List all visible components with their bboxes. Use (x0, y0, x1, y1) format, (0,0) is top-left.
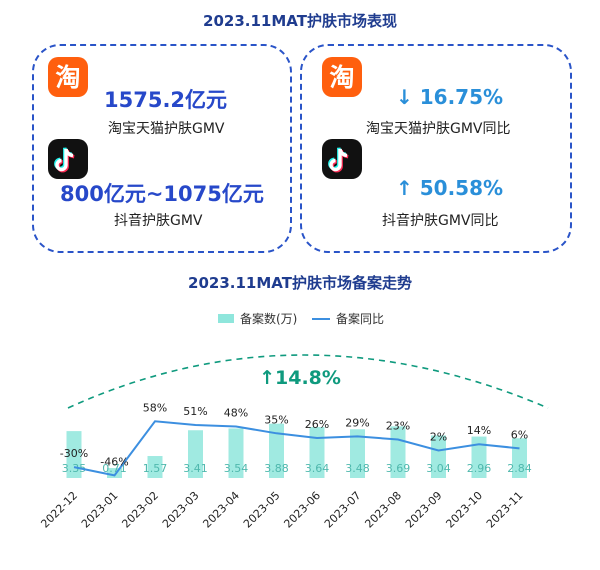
x-tick-2023-10: 2023-10 (443, 489, 485, 531)
bar-2023-07 (350, 429, 365, 478)
gmv-yoy-panel: 淘 ↓ 16.75% 淘宝天猫护肤GMV同比 ↑ 50.58% 抖音护肤GMV同… (300, 44, 572, 253)
line-label-2023-11: 6% (511, 428, 528, 441)
line-label-2023-09: 2% (430, 430, 447, 443)
line-label-2023-01: -46% (100, 455, 128, 468)
line-label-2023-06: 26% (305, 418, 329, 431)
x-tick-2023-08: 2023-08 (362, 489, 404, 531)
x-tick-2023-05: 2023-05 (241, 489, 283, 531)
yoy-line (73, 420, 520, 477)
taobao-logo-icon: 淘 (48, 57, 88, 97)
chart-title: 2023.11MAT护肤市场备案走势 (188, 274, 412, 292)
legend-line-label: 备案同比 (336, 311, 384, 326)
gmv-value-panel: 淘 1575.2亿元 淘宝天猫护肤GMV 800亿元~1075亿元 抖音护肤GM… (32, 44, 292, 253)
line-label-2023-08: 23% (386, 420, 410, 433)
line-label-2022-12: -30% (60, 447, 88, 460)
douyin-gmv-value: 800亿元~1075亿元 (60, 182, 264, 206)
bar-2023-01 (107, 468, 122, 478)
douyin-yoy-value: 50.58% (419, 176, 504, 200)
line-label-2023-05: 35% (264, 413, 288, 426)
x-tick-2023-02: 2023-02 (119, 489, 161, 531)
arrow-up-icon: ↑ (396, 176, 413, 200)
bar-label-2023-11: 2.84 (507, 462, 532, 475)
taobao-gmv-value: 1575.2亿元 (104, 88, 228, 112)
taobao-gmv-label: 淘宝天猫护肤GMV (108, 121, 225, 137)
x-tick-2023-04: 2023-04 (200, 489, 242, 531)
douyin-gmv-label: 抖音护肤GMV (114, 213, 203, 229)
bar-label-2023-08: 3.69 (386, 462, 411, 475)
average-growth-value: 14.8% (275, 367, 341, 389)
bar-2022-12 (66, 431, 82, 478)
line-label-2023-04: 48% (224, 407, 248, 420)
bar-2023-05 (269, 423, 284, 478)
bar-label-2023-09: 3.04 (426, 462, 451, 475)
bar-2023-06 (309, 427, 325, 478)
filing-trend-chart: 备案数(万) 备案同比 ↑14.8% 3.35 0.71 1.57 3.41 3.54 3… (38, 311, 549, 531)
average-growth-annotation: ↑14.8% (259, 367, 341, 389)
bar-label-2023-06: 3.64 (305, 462, 330, 475)
bar-label-2023-03: 3.41 (183, 462, 208, 475)
x-tick-2023-03: 2023-03 (160, 489, 202, 531)
line-label-2023-07: 29% (345, 416, 369, 429)
taobao-yoy-value: 16.75% (419, 85, 504, 109)
bar-label-2023-01: 0.71 (102, 462, 127, 475)
douyin-yoy-change: ↑ 50.58% (396, 176, 503, 200)
bar-label-2023-05: 3.88 (264, 462, 289, 475)
bar-label-2023-07: 3.48 (345, 462, 370, 475)
trend-arc (67, 354, 549, 409)
bar-label-2022-12: 3.35 (62, 462, 87, 475)
x-tick-2023-11: 2023-11 (484, 489, 526, 531)
taobao-logo-glyph: 淘 (329, 63, 354, 92)
arrow-up-icon: ↑ (259, 367, 275, 389)
taobao-logo-glyph: 淘 (55, 63, 80, 92)
douyin-logo-icon (48, 139, 88, 179)
taobao-yoy-label: 淘宝天猫护肤GMV同比 (366, 121, 511, 137)
douyin-logo-icon (322, 139, 362, 179)
x-tick-2023-09: 2023-09 (403, 489, 445, 531)
x-tick-2022-12: 2022-12 (38, 489, 80, 531)
chart-legend: 备案数(万) 备案同比 (218, 311, 384, 326)
bar-label-2023-10: 2.96 (467, 462, 492, 475)
bar-2023-04 (228, 428, 244, 478)
x-tick-2023-07: 2023-07 (322, 489, 364, 531)
line-label-2023-10: 14% (467, 424, 491, 437)
page-title: 2023.11MAT护肤市场表现 (203, 12, 397, 30)
legend-bar-swatch (218, 314, 234, 323)
x-tick-2023-06: 2023-06 (281, 489, 323, 531)
bar-2023-10 (471, 436, 487, 478)
arrow-down-icon: ↓ (396, 85, 413, 109)
bar-2023-09 (431, 435, 446, 478)
taobao-yoy-change: ↓ 16.75% (396, 85, 503, 109)
legend-bar-label: 备案数(万) (240, 311, 297, 326)
line-label-2023-03: 51% (183, 405, 207, 418)
bar-label-2023-04: 3.54 (224, 462, 249, 475)
bar-2023-02 (147, 456, 163, 478)
x-tick-2023-01: 2023-01 (79, 489, 121, 531)
douyin-yoy-label: 抖音护肤GMV同比 (382, 213, 499, 229)
bar-label-2023-02: 1.57 (143, 462, 168, 475)
bar-2023-03 (188, 430, 203, 478)
taobao-logo-icon: 淘 (322, 57, 362, 97)
line-label-2023-02: 58% (143, 401, 167, 414)
